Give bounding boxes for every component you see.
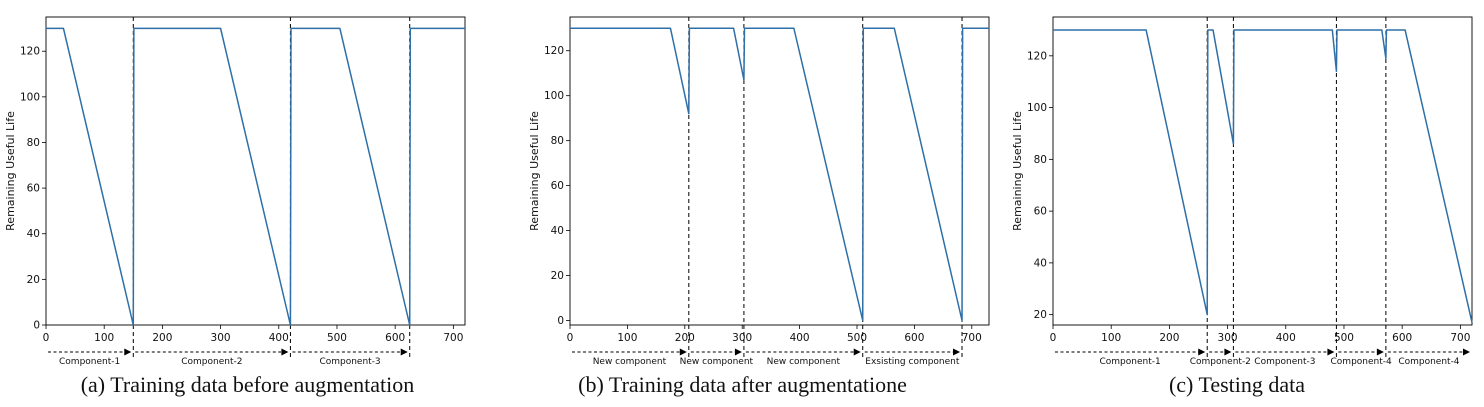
x-tick-label: 0 <box>567 332 574 344</box>
rul-series-line <box>570 27 989 322</box>
x-tick-label: 700 <box>1450 332 1470 344</box>
segment-arrowhead <box>281 348 289 356</box>
y-tick-label: 60 <box>1034 206 1047 218</box>
segment-arrowhead <box>953 348 961 356</box>
y-tick-label: 80 <box>27 137 40 149</box>
segment-label: Component-4 <box>1331 357 1392 367</box>
segment-arrowhead <box>853 348 861 356</box>
x-tick-label: 600 <box>904 332 924 344</box>
caption-a: (a) Training data before augmentation <box>80 372 415 397</box>
y-tick-label: 0 <box>33 320 40 332</box>
caption-b: (b) Training data after augmentatione <box>578 372 907 397</box>
segment-arrowhead <box>1198 348 1206 356</box>
segment-arrowhead <box>400 348 408 356</box>
x-tick-label: 200 <box>1159 332 1179 344</box>
x-tick-label: 300 <box>1218 332 1238 344</box>
segment-label: New component <box>593 357 667 367</box>
segment-label: New component <box>680 357 754 367</box>
x-tick-label: 400 <box>269 332 289 344</box>
y-tick-label: 100 <box>20 91 40 103</box>
segment-arrowhead <box>1224 348 1232 356</box>
segment-label: Exsisting component <box>865 357 960 367</box>
segment-label: New component <box>767 357 841 367</box>
x-tick-label: 0 <box>1050 332 1057 344</box>
x-tick-label: 300 <box>211 332 231 344</box>
segment-arrowhead <box>124 348 132 356</box>
plot-frame <box>45 16 466 326</box>
segment-arrowhead <box>734 348 742 356</box>
x-tick-label: 200 <box>152 332 172 344</box>
x-tick-label: 400 <box>1276 332 1296 344</box>
chart-c: 20 40 60 80 100 120 0 100 200 300 400 500 600 700 Rema… <box>1011 16 1473 367</box>
x-tick-label: 100 <box>1101 332 1121 344</box>
x-tick-label: 500 <box>1334 332 1354 344</box>
plot-frame <box>1052 16 1473 326</box>
y-axis-label: Remaining Useful Life <box>1011 111 1024 231</box>
y-tick-label: 80 <box>551 135 564 147</box>
y-tick-label: 100 <box>544 90 564 102</box>
segment-arrowhead <box>1376 348 1384 356</box>
y-tick-label: 0 <box>557 315 564 327</box>
panel-b: 0 20 40 60 80 100 120 0 100 200 300 400 500 600 700 Rem… <box>495 0 990 407</box>
y-axis-label: Remaining Useful Life <box>528 111 541 231</box>
x-tick-label: 700 <box>443 332 463 344</box>
segment-arrowhead <box>679 348 687 356</box>
segment-label: Component-4 <box>1398 357 1459 367</box>
y-tick-label: 60 <box>551 180 564 192</box>
x-tick-label: 0 <box>43 332 50 344</box>
x-tick-label: 700 <box>962 332 982 344</box>
x-tick-label: 500 <box>847 332 867 344</box>
y-tick-label: 40 <box>551 225 564 237</box>
panel-c: 20 40 60 80 100 120 0 100 200 300 400 500 600 700 Rema… <box>990 0 1484 407</box>
segment-label: Component-3 <box>1254 357 1315 367</box>
caption-c: (c) Testing data <box>1168 372 1306 397</box>
y-axis-label: Remaining Useful Life <box>4 111 17 231</box>
segment-label: Component-1 <box>59 357 120 367</box>
x-tick-label: 600 <box>385 332 405 344</box>
segment-label: Component-2 <box>181 357 242 367</box>
x-tick-label: 100 <box>617 332 637 344</box>
plot-frame <box>569 16 990 326</box>
y-tick-label: 20 <box>551 270 564 282</box>
y-tick-label: 20 <box>1034 309 1047 321</box>
x-tick-label: 300 <box>732 332 752 344</box>
x-tick-label: 100 <box>94 332 114 344</box>
rul-series-line <box>1053 29 1473 323</box>
x-tick-label: 400 <box>790 332 810 344</box>
rul-series-line <box>46 27 465 326</box>
y-tick-label: 100 <box>1027 102 1047 114</box>
y-tick-label: 120 <box>544 45 564 57</box>
segment-arrowhead <box>1463 348 1470 356</box>
y-tick-label: 120 <box>20 46 40 58</box>
y-tick-label: 60 <box>27 183 40 195</box>
y-tick-label: 20 <box>27 274 40 286</box>
segment-label: Component-2 <box>1190 357 1251 367</box>
y-tick-label: 120 <box>1027 50 1047 62</box>
panel-a: 0 20 40 60 80 100 120 0 100 200 300 400 500 600 700 Rem… <box>0 0 495 407</box>
chart-b: 0 20 40 60 80 100 120 0 100 200 300 400 500 600 700 Rem… <box>528 16 990 367</box>
y-tick-label: 40 <box>27 228 40 240</box>
chart-a: 0 20 40 60 80 100 120 0 100 200 300 400 500 600 700 Rem… <box>4 16 466 367</box>
x-tick-label: 200 <box>675 332 695 344</box>
segment-label: Component-1 <box>1099 357 1160 367</box>
segment-label: Component-3 <box>319 357 380 367</box>
y-tick-label: 80 <box>1034 154 1047 166</box>
y-tick-label: 40 <box>1034 257 1047 269</box>
x-tick-label: 600 <box>1392 332 1412 344</box>
segment-arrowhead <box>1327 348 1335 356</box>
x-tick-label: 500 <box>327 332 347 344</box>
